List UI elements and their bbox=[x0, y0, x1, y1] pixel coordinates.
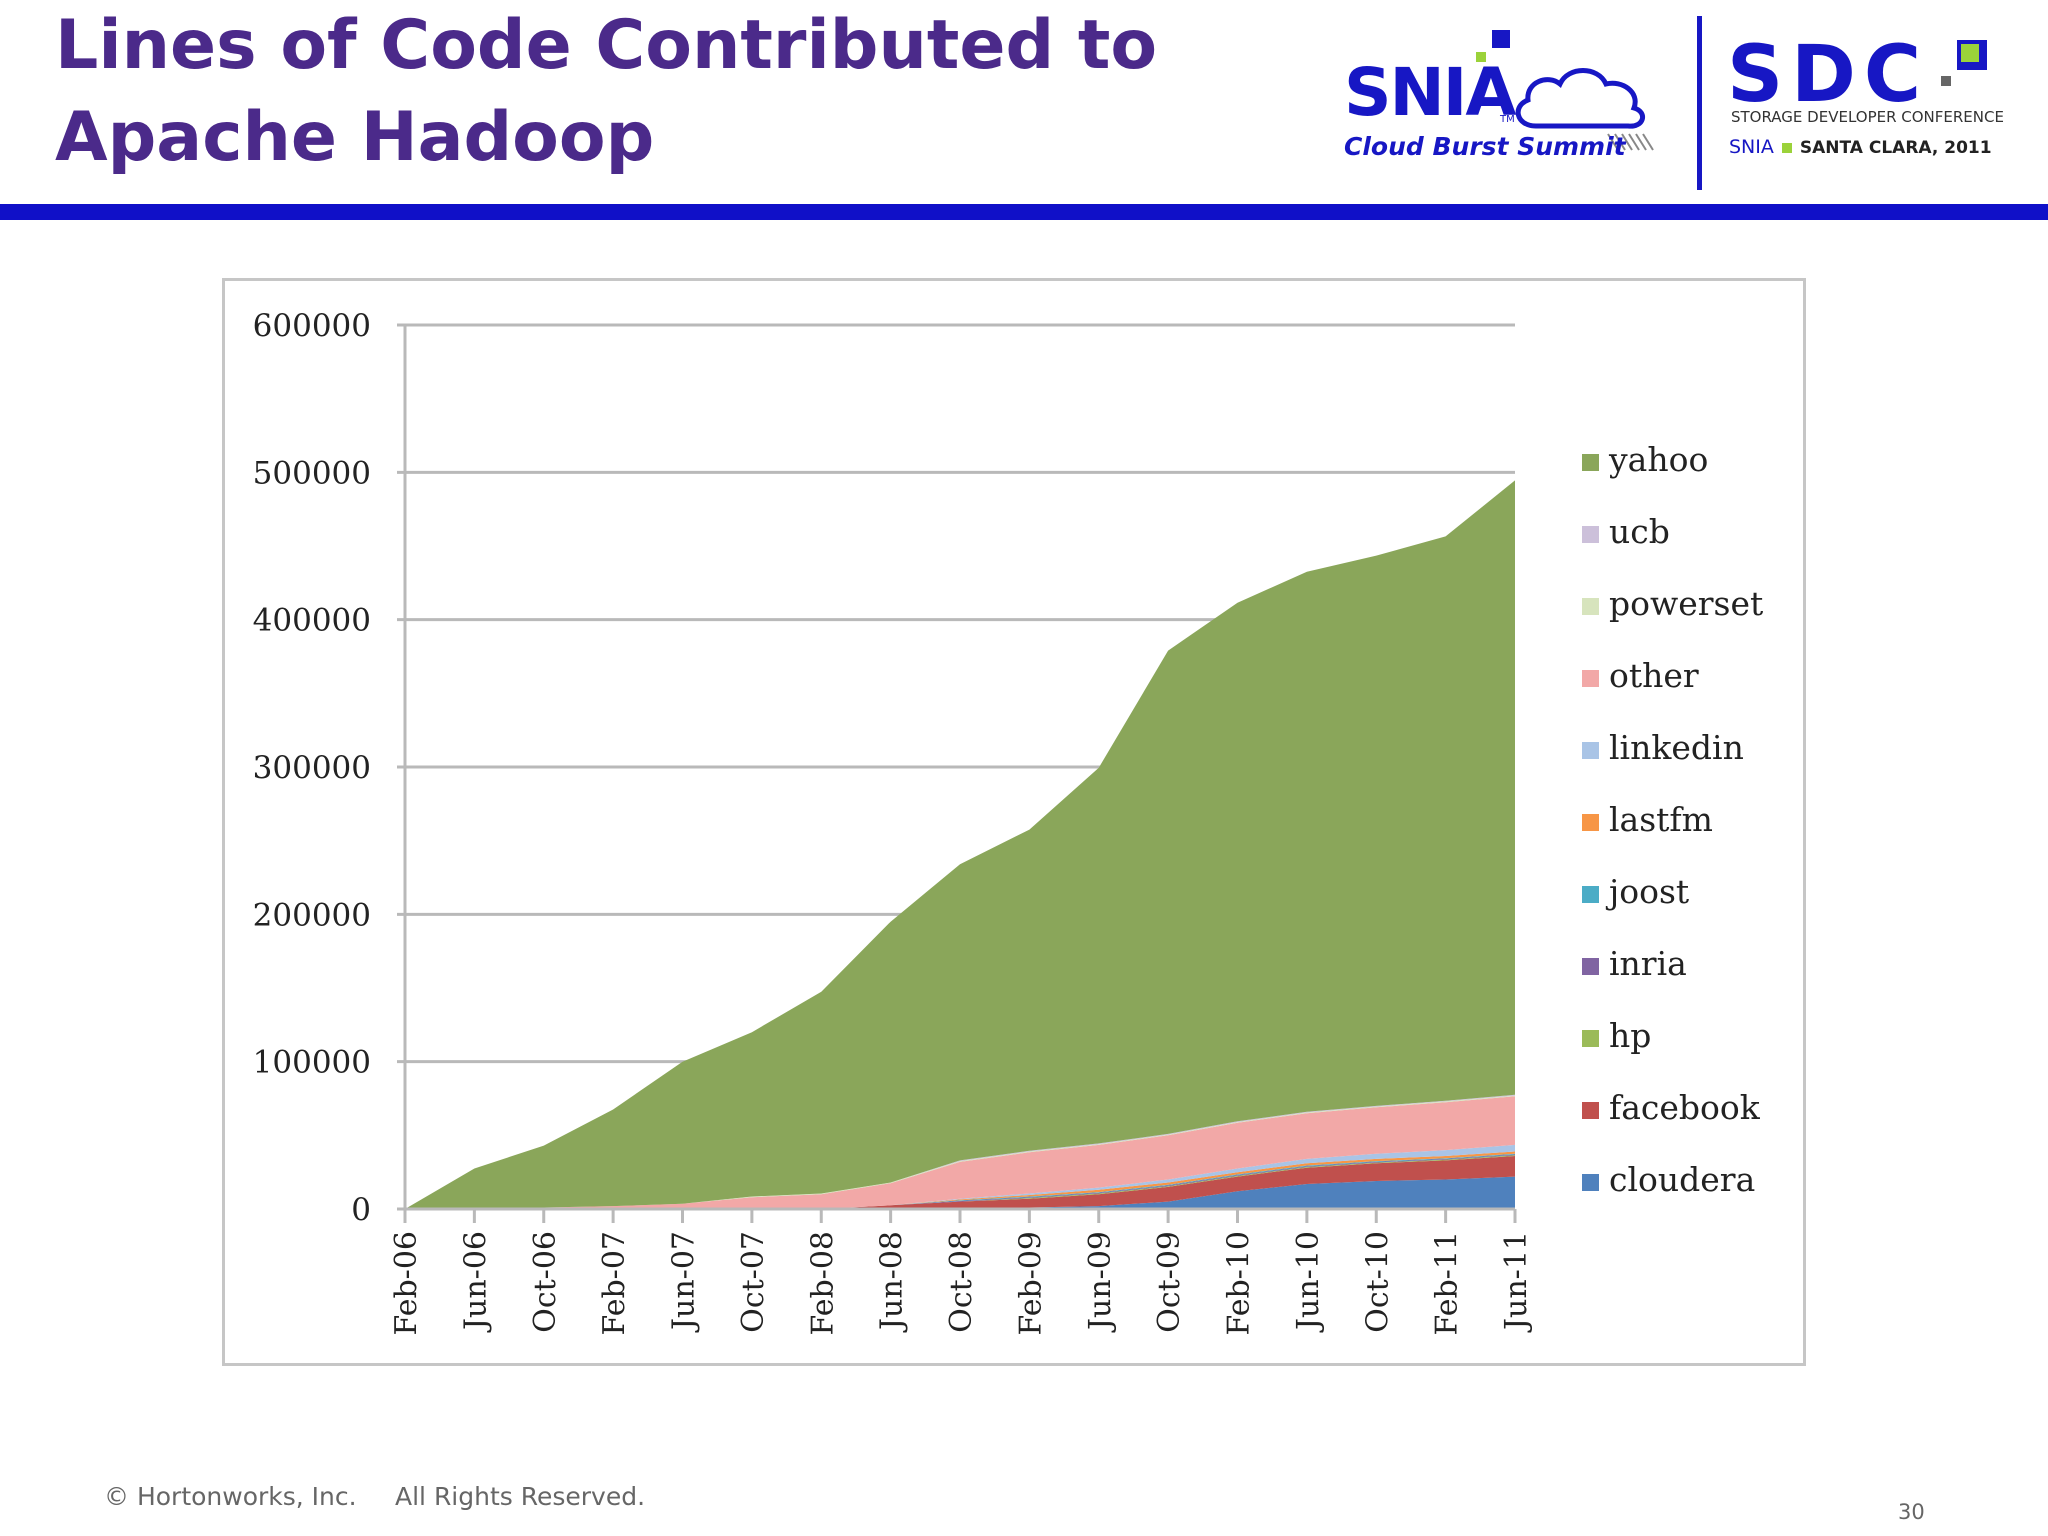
x-tick-label: Jun-09 bbox=[1083, 1231, 1118, 1333]
legend-item-hp: hp bbox=[1582, 1016, 1842, 1088]
legend-item-joost: joost bbox=[1582, 872, 1842, 944]
legend-swatch bbox=[1582, 1174, 1599, 1191]
page-number: 30 bbox=[1898, 1500, 1925, 1524]
legend-swatch bbox=[1582, 1030, 1599, 1047]
y-tick-label: 0 bbox=[351, 1192, 371, 1228]
y-tick-label: 200000 bbox=[253, 897, 371, 933]
x-tick-label: Feb-08 bbox=[805, 1231, 840, 1335]
legend-label: facebook bbox=[1609, 1088, 1760, 1127]
sdc-logo: SDC STORAGE DEVELOPER CONFERENCE SNIA SAN… bbox=[1725, 22, 2025, 172]
sdc-org: SNIA bbox=[1729, 136, 1774, 158]
snia-subtitle: Cloud Burst Summit bbox=[1344, 132, 1626, 161]
stacked-area-chart: 0 100000 200000 300000 400000 500000 600000 Feb… bbox=[253, 308, 1534, 1335]
legend-label: lastfm bbox=[1609, 800, 1713, 839]
y-tick-label: 400000 bbox=[253, 603, 371, 639]
legend-item-other: other bbox=[1582, 656, 1842, 728]
legend-swatch bbox=[1582, 598, 1599, 615]
x-tick-label: Feb-09 bbox=[1013, 1231, 1048, 1335]
legend-item-ucb: ucb bbox=[1582, 512, 1842, 584]
y-tick-label: 600000 bbox=[253, 308, 371, 344]
snia-trademark: TM bbox=[1500, 114, 1515, 125]
legend-label: powerset bbox=[1609, 584, 1764, 623]
cloud-icon bbox=[1476, 30, 1654, 151]
slide-title-line-2: Apache Hadoop bbox=[55, 98, 655, 177]
chart-legend: yahoo ucb powerset other linkedin lastfm joost… bbox=[1582, 440, 1842, 1232]
legend-swatch bbox=[1582, 958, 1599, 975]
x-tick-label: Feb-11 bbox=[1430, 1231, 1465, 1335]
y-tick-label: 300000 bbox=[253, 750, 371, 786]
chart-frame: 0 100000 200000 300000 400000 500000 600000 Feb… bbox=[222, 278, 1806, 1366]
x-tick-label: Jun-07 bbox=[667, 1231, 702, 1333]
series-area-cloudera bbox=[405, 1176, 1515, 1209]
legend-swatch bbox=[1582, 886, 1599, 903]
x-tick-label: Feb-10 bbox=[1222, 1231, 1257, 1335]
series-area-facebook bbox=[405, 1156, 1515, 1209]
legend-item-linkedin: linkedin bbox=[1582, 728, 1842, 800]
legend-label: linkedin bbox=[1609, 728, 1744, 767]
legend-swatch bbox=[1582, 742, 1599, 759]
sdc-wordmark: SDC bbox=[1727, 30, 1930, 120]
legend-item-yahoo: yahoo bbox=[1582, 440, 1842, 512]
series-area-other bbox=[405, 1096, 1515, 1209]
legend-item-facebook: facebook bbox=[1582, 1088, 1842, 1160]
x-tick-label: Oct-06 bbox=[528, 1231, 563, 1333]
x-tick-label: Oct-08 bbox=[944, 1231, 979, 1333]
legend-swatch bbox=[1582, 814, 1599, 831]
sdc-location: SNIA SANTA CLARA, 2011 bbox=[1729, 136, 1992, 158]
footer-rights: All Rights Reserved. bbox=[395, 1482, 646, 1511]
logo-divider bbox=[1697, 16, 1702, 190]
slide-title-line-1: Lines of Code Contributed to bbox=[55, 6, 1158, 85]
legend-label: cloudera bbox=[1609, 1160, 1756, 1199]
snia-wordmark: SNIA bbox=[1344, 54, 1516, 131]
x-tick-label: Jun-08 bbox=[875, 1231, 910, 1333]
legend-label: inria bbox=[1609, 944, 1687, 983]
legend-swatch bbox=[1582, 1102, 1599, 1119]
header-rule bbox=[0, 204, 2048, 220]
y-tick-label: 100000 bbox=[253, 1045, 371, 1081]
sdc-square-icon bbox=[1941, 40, 1987, 86]
legend-item-lastfm: lastfm bbox=[1582, 800, 1842, 872]
sdc-subtitle: STORAGE DEVELOPER CONFERENCE bbox=[1731, 108, 2004, 126]
sdc-place: SANTA CLARA, 2011 bbox=[1799, 138, 1992, 158]
footer-copyright: © Hortonworks, Inc. bbox=[104, 1482, 357, 1511]
sdc-dot-icon bbox=[1781, 143, 1792, 153]
legend-swatch bbox=[1582, 454, 1599, 471]
legend-label: joost bbox=[1609, 872, 1690, 911]
legend-item-cloudera: cloudera bbox=[1582, 1160, 1842, 1232]
x-tick-label: Jun-10 bbox=[1291, 1231, 1326, 1333]
legend-item-powerset: powerset bbox=[1582, 584, 1842, 656]
x-tick-label: Jun-11 bbox=[1499, 1231, 1534, 1333]
x-tick-label: Oct-09 bbox=[1152, 1231, 1187, 1333]
slide-title: Lines of Code Contributed to Apache Hado… bbox=[55, 0, 1157, 184]
legend-item-inria: inria bbox=[1582, 944, 1842, 1016]
x-tick-label: Feb-07 bbox=[597, 1231, 632, 1335]
legend-label: hp bbox=[1609, 1016, 1652, 1055]
snia-cloud-burst-logo: SNIA TM Cloud Burst Summit bbox=[1340, 22, 1680, 172]
legend-label: other bbox=[1609, 656, 1699, 695]
x-tick-label: Feb-06 bbox=[389, 1231, 424, 1335]
legend-swatch bbox=[1582, 526, 1599, 543]
x-tick-label: Oct-07 bbox=[736, 1231, 771, 1333]
y-tick-label: 500000 bbox=[253, 455, 371, 491]
legend-label: yahoo bbox=[1609, 440, 1709, 479]
legend-swatch bbox=[1582, 670, 1599, 687]
x-tick-label: Jun-06 bbox=[458, 1231, 493, 1333]
legend-label: ucb bbox=[1609, 512, 1670, 551]
series-area-yahoo bbox=[405, 480, 1515, 1209]
x-tick-label: Oct-10 bbox=[1360, 1231, 1395, 1333]
